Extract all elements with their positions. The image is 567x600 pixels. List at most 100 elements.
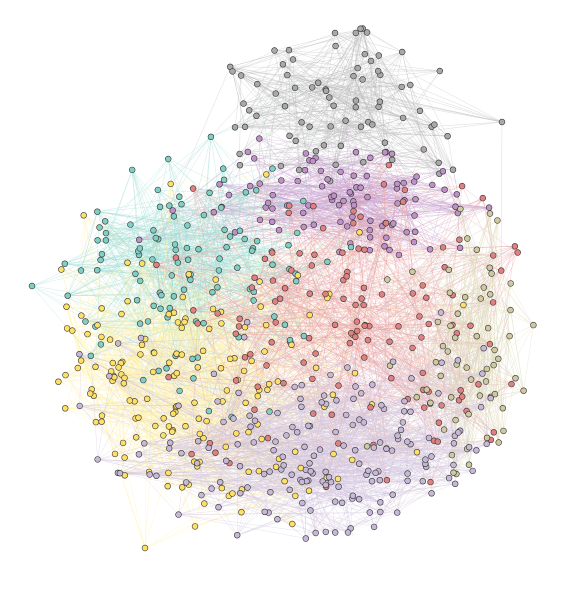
network-edge — [158, 200, 304, 240]
network-edge — [254, 222, 386, 278]
network-edge — [476, 267, 490, 337]
network-node — [411, 212, 418, 219]
network-edge — [381, 267, 490, 295]
network-node — [390, 220, 397, 227]
network-node — [102, 237, 110, 244]
network-edge — [259, 258, 266, 282]
network-edge — [121, 313, 156, 427]
network-edge — [223, 179, 289, 246]
network-edge — [170, 442, 351, 529]
network-edge — [95, 179, 225, 327]
network-edge — [482, 198, 502, 271]
network-edge — [313, 206, 315, 255]
network-edge — [310, 477, 450, 511]
network-edge — [360, 28, 454, 170]
network-edge — [232, 28, 363, 72]
network-edge — [364, 357, 408, 400]
network-node — [429, 181, 436, 189]
network-edge — [239, 75, 242, 154]
network-edge — [367, 184, 385, 341]
network-edge — [243, 103, 440, 174]
network-node — [413, 173, 420, 180]
network-edge — [489, 213, 499, 443]
network-node — [439, 168, 447, 175]
network-edge — [220, 481, 241, 494]
network-edge — [314, 201, 404, 255]
network-node — [352, 149, 360, 156]
network-edge — [269, 471, 343, 504]
network-edge — [404, 401, 455, 444]
network-edge — [358, 401, 405, 464]
network-edge — [387, 271, 413, 280]
network-edge — [31, 285, 154, 353]
network-node — [129, 166, 136, 174]
network-node — [309, 157, 316, 165]
network-edge — [292, 59, 402, 88]
network-edge — [500, 270, 534, 326]
network-edge — [449, 208, 461, 293]
network-edge — [464, 297, 487, 382]
network-edge — [248, 110, 282, 167]
network-edge — [396, 444, 411, 513]
network-edge — [412, 271, 451, 327]
network-edge — [117, 343, 198, 464]
network-edge — [138, 454, 198, 464]
network-edge — [168, 323, 222, 378]
network-edge — [223, 392, 239, 423]
network-edge — [378, 55, 440, 174]
network-edge — [352, 494, 393, 496]
network-edge — [352, 481, 373, 496]
network-edge — [453, 406, 482, 466]
network-edge — [66, 328, 135, 402]
network-edge — [156, 264, 255, 410]
network-edge — [272, 194, 416, 200]
network-edge — [401, 51, 448, 137]
network-node — [318, 183, 326, 190]
network-node — [337, 168, 344, 176]
network-edge — [313, 151, 387, 207]
network-edge — [470, 302, 494, 326]
network-node — [157, 305, 164, 312]
network-edge — [435, 335, 477, 363]
network-edge — [494, 336, 510, 395]
network-edge — [485, 349, 495, 382]
network-edge — [490, 294, 511, 311]
network-edge — [283, 337, 422, 384]
network-edge — [79, 354, 238, 536]
network-edge — [362, 79, 444, 172]
network-edge — [292, 59, 379, 108]
network-edge — [67, 294, 162, 296]
network-edge — [250, 185, 445, 190]
network-edge — [245, 192, 290, 206]
network-edge — [490, 396, 504, 431]
network-edge — [410, 84, 421, 111]
network-edge — [387, 279, 450, 293]
network-edge — [456, 364, 487, 382]
network-edge — [239, 304, 364, 319]
network-node — [170, 293, 178, 300]
network-edge — [186, 431, 336, 483]
network-edge — [181, 425, 310, 454]
network-edge — [380, 74, 386, 143]
network-edge — [72, 300, 128, 331]
network-node — [248, 247, 256, 254]
network-edge — [456, 364, 496, 395]
network-edge — [338, 165, 390, 386]
network-node — [292, 137, 299, 145]
network-edge — [80, 211, 98, 271]
network-edge — [272, 252, 300, 254]
network-edge — [485, 283, 511, 382]
network-edge — [476, 298, 482, 337]
network-edge — [241, 32, 368, 76]
network-edge — [353, 223, 365, 288]
network-edge — [79, 405, 455, 437]
network-node — [272, 90, 279, 97]
network-node — [407, 81, 414, 89]
network-edge — [412, 271, 534, 326]
network-edge — [421, 285, 423, 338]
network-edge — [109, 375, 306, 539]
network-edge — [109, 375, 375, 528]
network-edge — [315, 443, 487, 534]
network-node — [93, 267, 101, 274]
network-edge — [325, 512, 398, 533]
